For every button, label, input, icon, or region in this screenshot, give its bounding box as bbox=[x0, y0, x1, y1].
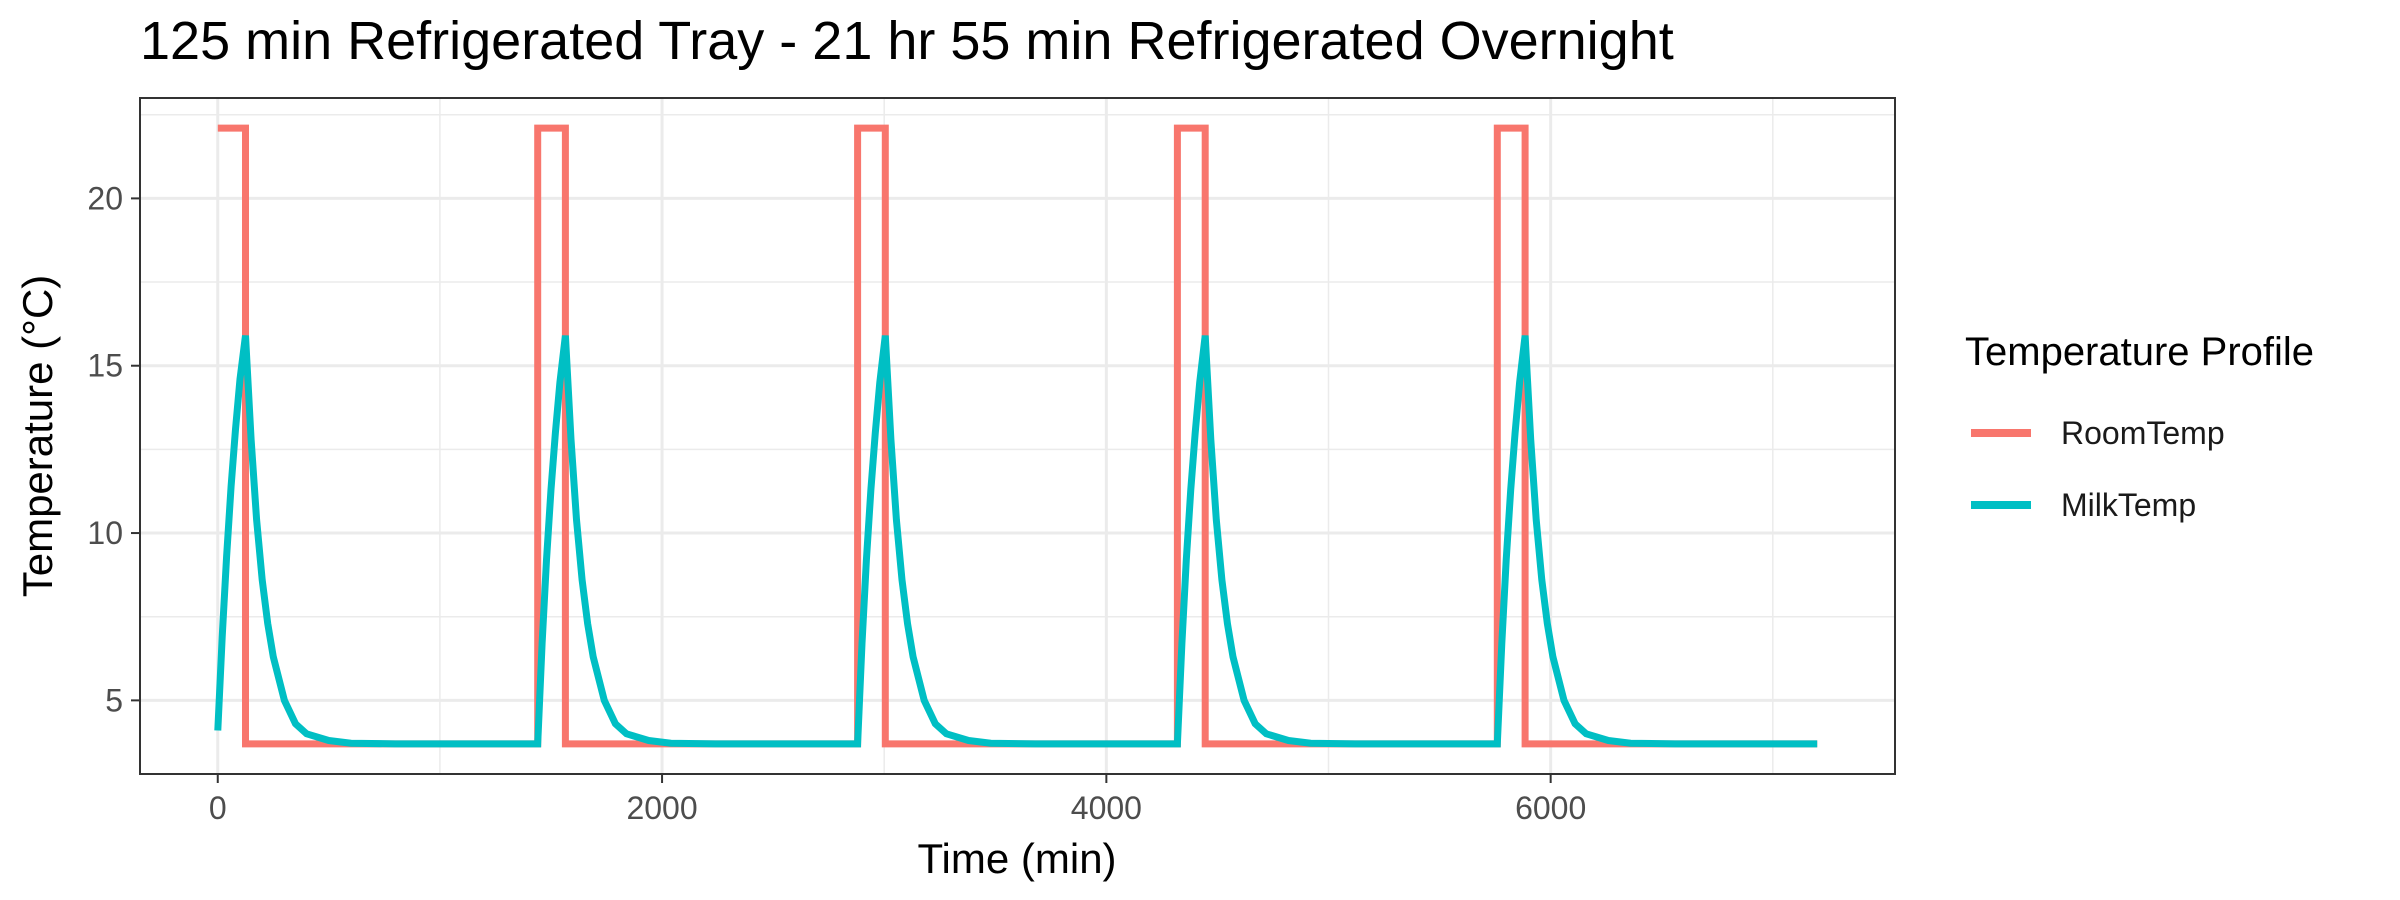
legend-swatch-milktemp bbox=[1971, 501, 2031, 509]
series-line-roomtemp bbox=[217, 124, 1818, 748]
major-gridlines bbox=[140, 98, 1895, 774]
series-layer bbox=[214, 124, 1818, 748]
legend: Temperature Profile RoomTemp MilkTemp bbox=[1965, 330, 2314, 541]
axis-ticks: 0 2000 4000 6000 5 10 15 20 bbox=[87, 180, 1586, 826]
chart-title: 125 min Refrigerated Tray - 21 hr 55 min… bbox=[140, 11, 1674, 71]
y-tick-label: 15 bbox=[87, 348, 123, 384]
y-tick-label: 5 bbox=[105, 682, 123, 718]
x-axis-label: Time (min) bbox=[917, 835, 1116, 882]
legend-item-roomtemp: RoomTemp bbox=[1965, 397, 2314, 469]
x-tick-label: 4000 bbox=[1071, 790, 1142, 826]
legend-item-milktemp: MilkTemp bbox=[1965, 469, 2314, 541]
legend-label-roomtemp: RoomTemp bbox=[2061, 414, 2225, 451]
y-tick-label: 10 bbox=[87, 515, 123, 551]
minor-gridlines bbox=[140, 98, 1895, 774]
plot-border bbox=[139, 97, 1896, 775]
x-tick-label: 6000 bbox=[1515, 790, 1586, 826]
y-tick-label: 20 bbox=[87, 180, 123, 216]
x-tick-label: 0 bbox=[209, 790, 227, 826]
legend-title: Temperature Profile bbox=[1965, 330, 2315, 374]
series-line-milktemp bbox=[214, 335, 1818, 748]
legend-swatch-roomtemp bbox=[1971, 429, 2031, 437]
plot-panel bbox=[140, 98, 1895, 774]
x-tick-label: 2000 bbox=[626, 790, 697, 826]
y-axis-label: Temperature (°C) bbox=[14, 275, 61, 598]
legend-label-milktemp: MilkTemp bbox=[2061, 486, 2197, 523]
